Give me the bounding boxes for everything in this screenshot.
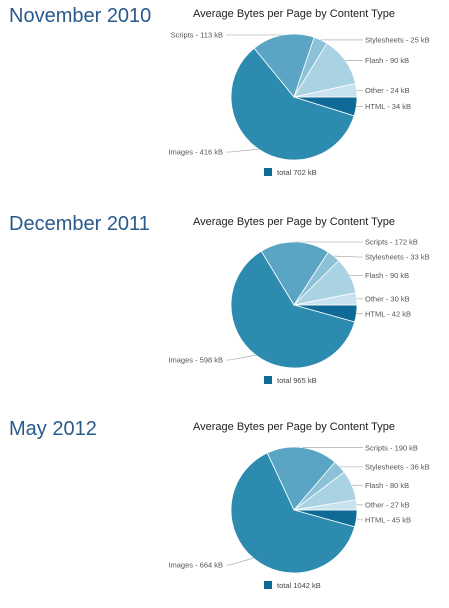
slice-label-flash: Flash - 80 kB (365, 481, 409, 490)
slice-label-stylesheets: Stylesheets - 33 kB (365, 253, 430, 262)
slice-label-flash: Flash - 90 kB (365, 56, 409, 65)
legend-total-label: total 702 kB (277, 168, 317, 177)
pie-chart: Images - 416 kB Scripts - 113 kB Styleshee… (0, 5, 449, 195)
legend-total-label: total 965 kB (277, 376, 317, 385)
leader-line (226, 558, 253, 565)
slice-label-other: Other - 30 kB (365, 295, 410, 304)
slice-label-images: Images - 598 kB (168, 356, 223, 365)
pie-chart: Images - 664 kB Scripts - 190 kB Styleshee… (0, 418, 449, 608)
slice-label-images: Images - 664 kB (168, 561, 223, 570)
slice-label-stylesheets: Stylesheets - 36 kB (365, 463, 430, 472)
legend-swatch (264, 168, 272, 176)
slice-label-scripts: Scripts - 113 kB (171, 31, 223, 40)
slice-label-other: Other - 27 kB (365, 501, 410, 510)
leader-line (226, 149, 259, 152)
leader-line (226, 355, 256, 360)
leader-line (356, 519, 363, 520)
slice-label-html: HTML - 34 kB (365, 102, 411, 111)
legend-swatch (264, 581, 272, 589)
slice-label-stylesheets: Stylesheets - 25 kB (365, 36, 430, 45)
chart-section-2: December 2011 Average Bytes per Page by … (0, 213, 449, 403)
slice-label-scripts: Scripts - 190 kB (365, 443, 418, 452)
pie-chart: Images - 598 kB Scripts - 172 kB Styleshee… (0, 213, 449, 403)
legend-total-label: total 1042 kB (277, 581, 321, 590)
legend-swatch (264, 376, 272, 384)
slice-label-images: Images - 416 kB (168, 148, 223, 157)
slice-label-html: HTML - 42 kB (365, 310, 411, 319)
chart-section-1: November 2010 Average Bytes per Page by … (0, 5, 449, 195)
slice-label-other: Other - 24 kB (365, 86, 410, 95)
slice-label-scripts: Scripts - 172 kB (365, 238, 418, 247)
leader-line (334, 256, 363, 257)
slice-label-html: HTML - 45 kB (365, 516, 411, 525)
slice-label-flash: Flash - 90 kB (365, 271, 409, 280)
chart-section-3: May 2012 Average Bytes per Page by Conte… (0, 418, 449, 608)
